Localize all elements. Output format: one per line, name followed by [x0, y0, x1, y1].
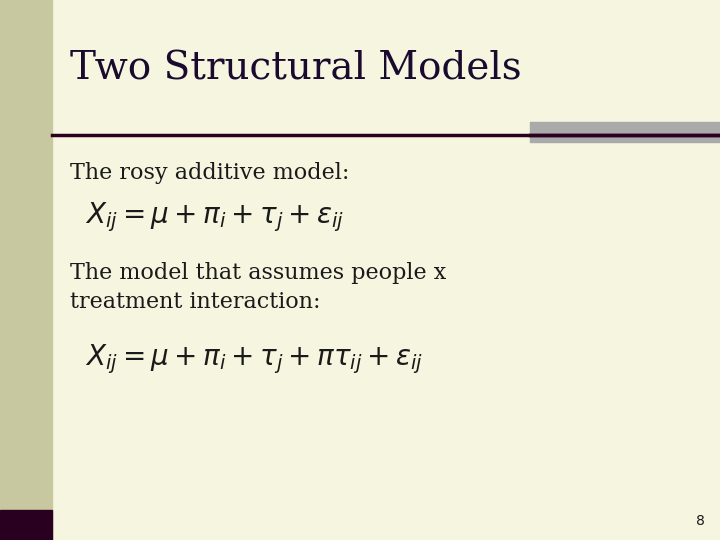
Bar: [0, 510, 52, 540]
Text: $X_{ij} = \mu + \pi_i + \tau_j + \pi\tau_{ij} + \varepsilon_{ij}$: $X_{ij} = \mu + \pi_i + \tau_j + \pi\tau…: [85, 342, 423, 376]
Bar: [0, 0, 52, 540]
Text: Two Structural Models: Two Structural Models: [70, 50, 521, 87]
Text: $X_{ij} = \mu + \pi_i + \tau_j + \varepsilon_{ij}$: $X_{ij} = \mu + \pi_i + \tau_j + \vareps…: [85, 200, 344, 234]
Text: 8: 8: [696, 514, 705, 528]
Text: The model that assumes people x
treatment interaction:: The model that assumes people x treatmen…: [70, 262, 446, 313]
Text: The rosy additive model:: The rosy additive model:: [70, 162, 349, 184]
Bar: [530, 122, 720, 142]
